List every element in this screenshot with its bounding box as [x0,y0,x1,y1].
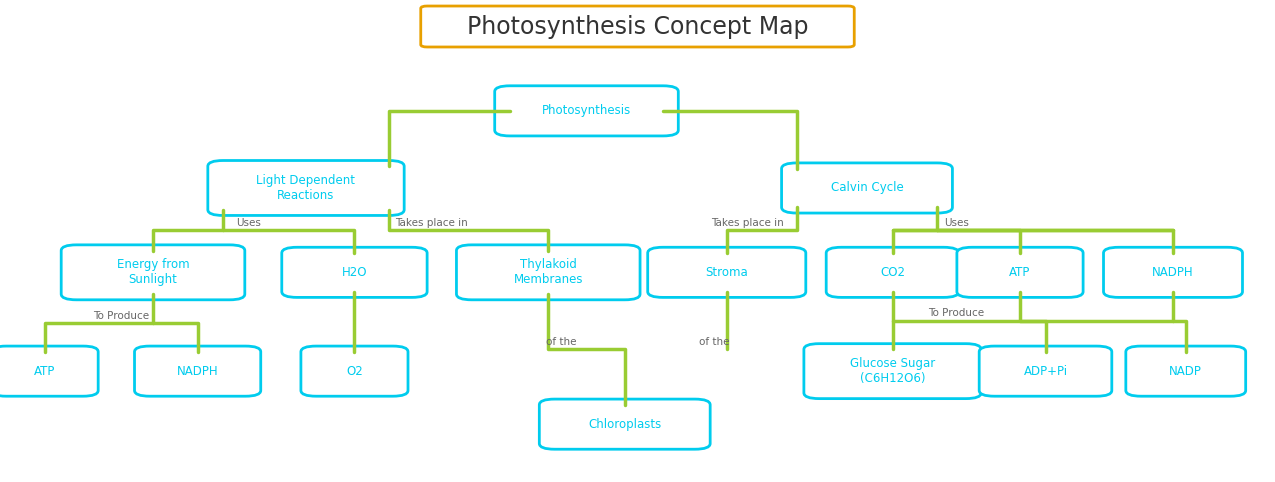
FancyBboxPatch shape [979,346,1112,396]
Text: CO2: CO2 [880,266,905,279]
Text: To Produce: To Produce [93,310,149,321]
FancyBboxPatch shape [0,346,98,396]
Text: NADPH: NADPH [1153,266,1193,279]
Text: Photosynthesis Concept Map: Photosynthesis Concept Map [467,14,808,39]
FancyBboxPatch shape [421,6,854,47]
Text: Glucose Sugar
(C6H12O6): Glucose Sugar (C6H12O6) [850,357,935,385]
FancyBboxPatch shape [648,247,806,297]
Text: NADPH: NADPH [177,365,218,377]
Text: Takes place in: Takes place in [395,218,468,228]
Text: ADP+Pi: ADP+Pi [1024,365,1067,377]
FancyBboxPatch shape [301,346,408,396]
FancyBboxPatch shape [782,163,952,213]
FancyBboxPatch shape [134,346,260,396]
FancyBboxPatch shape [282,247,427,297]
Text: O2: O2 [346,365,363,377]
Text: ATP: ATP [1010,266,1030,279]
FancyBboxPatch shape [61,245,245,300]
FancyBboxPatch shape [826,247,959,297]
FancyBboxPatch shape [1104,247,1242,297]
Text: To Produce: To Produce [928,308,984,318]
FancyBboxPatch shape [495,86,678,136]
Text: NADP: NADP [1169,365,1202,377]
Text: of the: of the [699,337,729,347]
Text: Energy from
Sunlight: Energy from Sunlight [117,258,189,286]
FancyBboxPatch shape [1126,346,1246,396]
Text: ATP: ATP [34,365,55,377]
FancyBboxPatch shape [456,245,640,300]
FancyBboxPatch shape [539,399,710,449]
FancyBboxPatch shape [956,247,1082,297]
Text: Calvin Cycle: Calvin Cycle [830,182,904,194]
Text: Stroma: Stroma [705,266,748,279]
Text: Light Dependent
Reactions: Light Dependent Reactions [256,174,356,202]
Text: Thylakoid
Membranes: Thylakoid Membranes [514,258,583,286]
FancyBboxPatch shape [208,161,404,215]
Text: Uses: Uses [236,218,261,228]
Text: Photosynthesis: Photosynthesis [542,105,631,117]
Text: H2O: H2O [342,266,367,279]
Text: Uses: Uses [944,218,969,228]
FancyBboxPatch shape [803,344,982,399]
Text: Takes place in: Takes place in [711,218,784,228]
Text: of the: of the [546,337,576,347]
Text: Chloroplasts: Chloroplasts [588,418,662,430]
